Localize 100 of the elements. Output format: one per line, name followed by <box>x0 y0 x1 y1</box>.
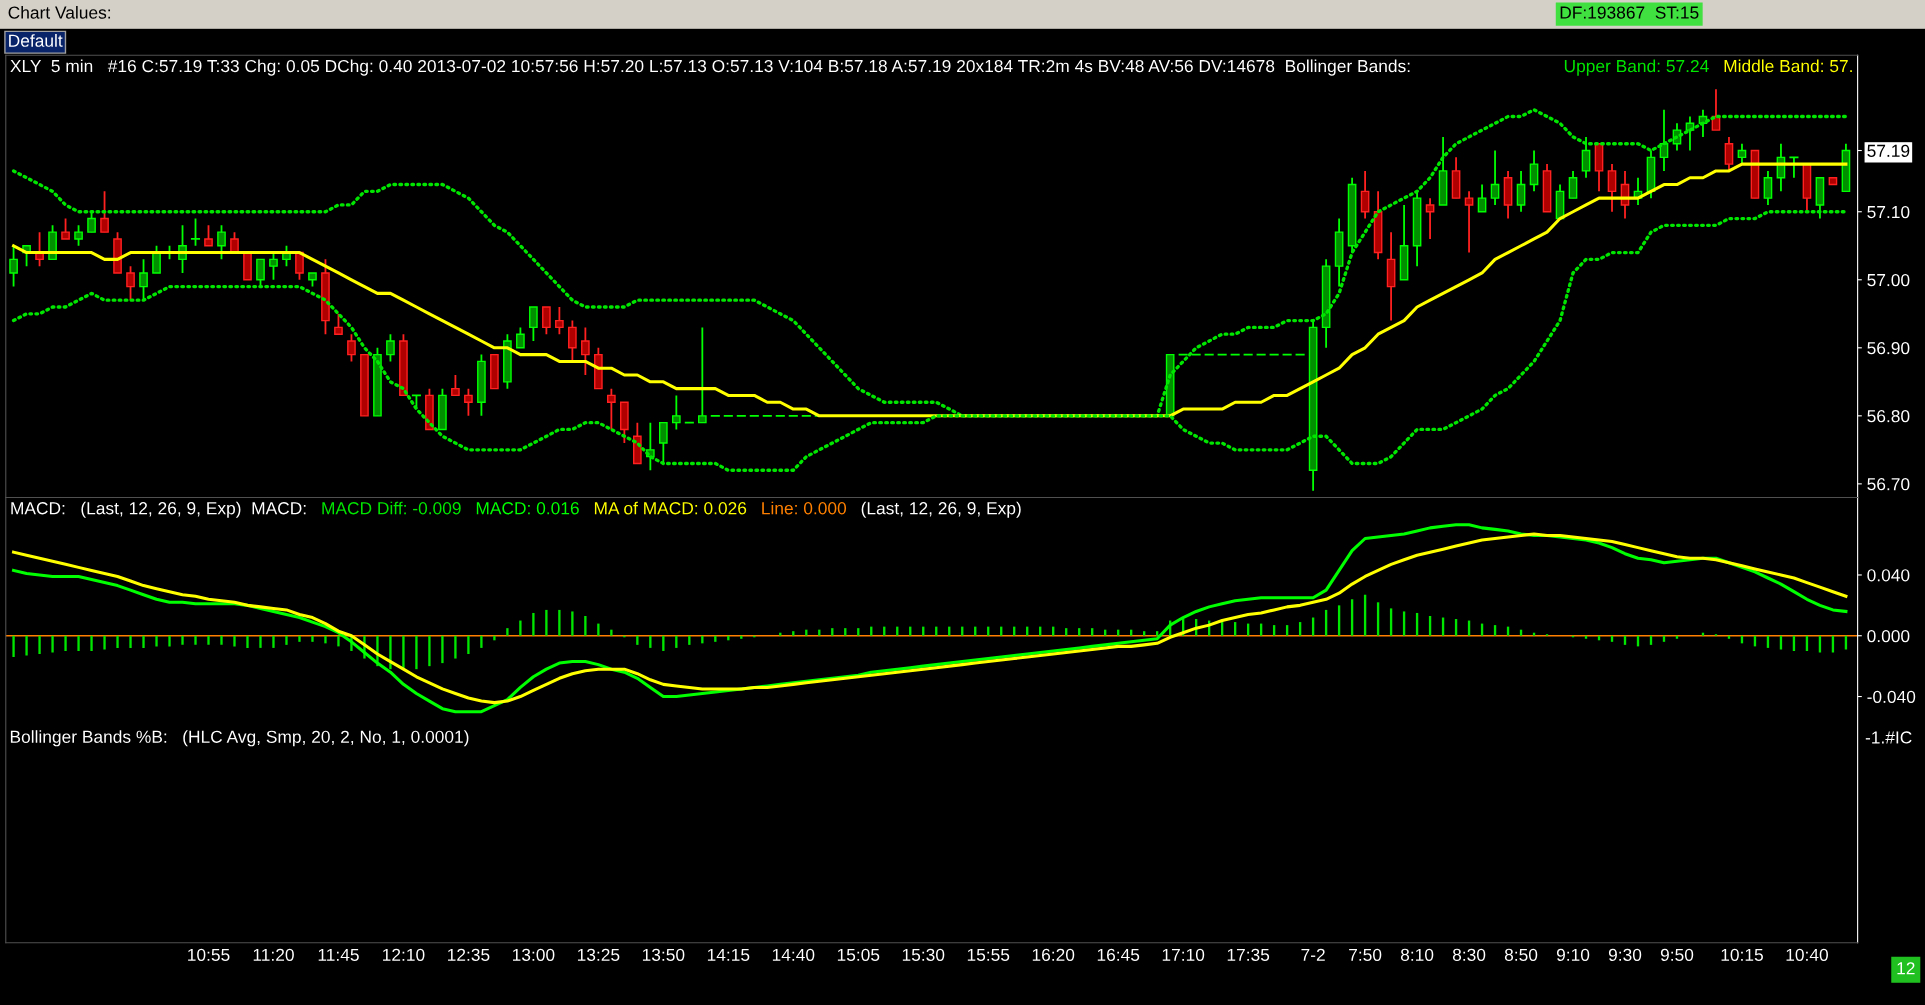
bar <box>90 635 93 651</box>
text: -1.#IC <box>1865 731 1912 744</box>
bar <box>454 635 457 659</box>
bar <box>1143 631 1146 636</box>
bar <box>324 635 327 644</box>
bar <box>220 635 223 645</box>
bar <box>584 616 587 636</box>
bar <box>402 635 405 670</box>
bar <box>38 635 41 654</box>
bar <box>298 635 301 642</box>
candlestick <box>697 326 707 424</box>
text: Chart Values: <box>8 5 111 19</box>
x-tick-label: 14:15 <box>707 948 750 961</box>
x-tick-label: 12:10 <box>383 948 425 961</box>
x-tick-label: 15:55 <box>967 948 1010 961</box>
x-tick-label: 15:05 <box>837 948 880 961</box>
bar <box>259 635 262 648</box>
bar <box>636 635 639 645</box>
candlestick <box>87 210 96 234</box>
ref-line-label: Line: 0.000 <box>762 501 847 515</box>
x-tick-label: 9:10 <box>1556 948 1590 961</box>
candlestick <box>9 244 18 288</box>
bar <box>142 635 145 648</box>
bar <box>649 635 652 648</box>
bar <box>571 611 574 636</box>
x-tick-label: 8:10 <box>1400 948 1434 961</box>
bar <box>493 635 496 641</box>
candlestick <box>334 312 343 336</box>
candlestick <box>1763 170 1773 206</box>
candlestick <box>568 319 577 363</box>
candlestick <box>61 217 70 240</box>
x-tick-label: 11:20 <box>253 948 294 961</box>
bar <box>688 635 691 645</box>
bar <box>285 635 288 645</box>
x-tick-label: 13:25 <box>577 948 620 961</box>
chart-title: MACD: (Last, 12, 26, 9, Exp) MACD: <box>11 501 306 518</box>
bar <box>129 635 132 648</box>
x-tick-label: 7:50 <box>1349 948 1382 961</box>
bar <box>415 635 418 670</box>
candlestick <box>1724 136 1734 172</box>
text: Middle Band: 57. <box>1724 59 1852 73</box>
y-tick-label: 0.000 <box>1867 629 1910 643</box>
bar <box>181 635 184 645</box>
x-tick-label: 16:45 <box>1097 948 1140 961</box>
candlestick <box>256 258 265 288</box>
bar <box>51 635 54 653</box>
y-tick-label: 0.040 <box>1867 569 1910 582</box>
candlestick <box>1477 183 1487 213</box>
candlestick <box>1464 190 1474 254</box>
bar <box>532 612 535 636</box>
x-tick-label: 10:55 <box>188 948 230 961</box>
candlestick <box>1607 163 1617 213</box>
bar <box>64 635 67 651</box>
text: Bollinger Bands %B: (HLC Avg, Smp, 20, 2, No, 1, 0.0001) <box>10 730 469 747</box>
y-tick-label: 57.00 <box>1867 273 1910 287</box>
candlestick <box>386 333 395 363</box>
candlestick <box>1737 142 1747 166</box>
candlestick <box>516 326 525 349</box>
text: Default <box>9 34 63 47</box>
chart-title: XLY 5 min #16 C:57.19 T:33 Chg: 0.05 DChg: 0.40 2013-07-02 10:57:56 H:57.20 L:57.13 O:57.13 V:104 B:57.18 A:57.19 20x184 TR:2m 4s BV:48 AV:56 DV:14678 Bollinger Bands: <box>10 59 1410 76</box>
candlestick <box>295 251 304 281</box>
candlestick <box>269 251 278 281</box>
y-tick-label: 57.19 <box>1867 144 1910 157</box>
x-tick-label: 10:40 <box>1786 948 1828 961</box>
candlestick <box>1360 170 1370 220</box>
bar <box>597 623 600 636</box>
bar <box>792 631 795 636</box>
candlestick <box>347 333 356 363</box>
bar <box>194 635 197 645</box>
bar <box>480 635 483 648</box>
bar <box>610 629 613 636</box>
x-tick-label: 10:15 <box>1721 948 1763 961</box>
bar <box>12 635 15 658</box>
candlestick <box>451 374 460 397</box>
y-tick-label: 56.90 <box>1867 341 1910 355</box>
candlestick <box>581 326 590 376</box>
candlestick <box>607 387 616 431</box>
bar <box>428 635 431 667</box>
y-tick-label: -0.040 <box>1867 690 1916 703</box>
bar <box>701 635 704 644</box>
bar <box>506 628 509 636</box>
candlestick <box>659 421 668 465</box>
candlestick <box>1425 197 1435 240</box>
x-tick-label: 13:50 <box>642 948 685 961</box>
candlestick <box>555 306 564 336</box>
bar <box>25 635 28 656</box>
x-tick-label: 17:35 <box>1227 948 1270 961</box>
x-tick-label: 17:10 <box>1162 948 1205 961</box>
text: DF:193867 ST:15 <box>1560 6 1699 19</box>
text: MA of MACD: 0.026 <box>594 501 747 515</box>
candlestick <box>464 387 473 417</box>
bar <box>519 620 522 636</box>
bar <box>558 609 561 636</box>
candlestick <box>100 190 109 234</box>
annotation: (Last, 12, 26, 9, Exp) <box>861 501 1021 518</box>
x-tick-label: 12:35 <box>448 948 490 961</box>
bar <box>675 635 678 648</box>
candlestick <box>190 217 201 247</box>
candlestick <box>1581 136 1591 179</box>
x-tick-label: 8:30 <box>1452 948 1486 961</box>
